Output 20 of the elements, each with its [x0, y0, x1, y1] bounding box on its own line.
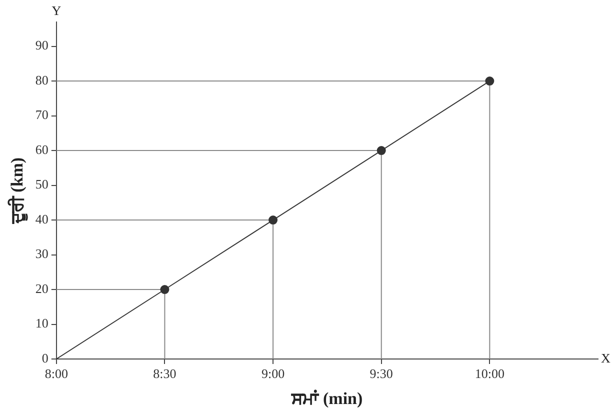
y-tick-label: 20 — [35, 280, 48, 296]
x-tick-label: 8:30 — [153, 366, 176, 382]
y-tick-label: 70 — [35, 107, 48, 122]
x-tick-label: 8:00 — [44, 366, 68, 382]
x-tick-label: 10:00 — [474, 366, 504, 382]
text: X — [601, 350, 611, 366]
y-tick-label: 80 — [35, 72, 48, 88]
x-axis-title: ਸਮਾਂ (min) — [290, 389, 363, 408]
y-tick-label: 60 — [35, 142, 48, 157]
x-tick-label: 9:00 — [261, 366, 285, 382]
y-tick-label: 0 — [42, 350, 48, 366]
y-axis-title: ਦੂਰੀ (km) — [8, 157, 29, 225]
x-tick-label: 9:30 — [370, 366, 393, 382]
y-tick-label: 10 — [35, 316, 48, 331]
y-tick-label: 90 — [35, 38, 48, 53]
text: Y — [52, 2, 62, 18]
y-tick-label: 40 — [35, 211, 48, 226]
point — [485, 76, 494, 86]
y-tick-label: 50 — [35, 176, 48, 192]
y-tick-label: 30 — [35, 246, 48, 262]
